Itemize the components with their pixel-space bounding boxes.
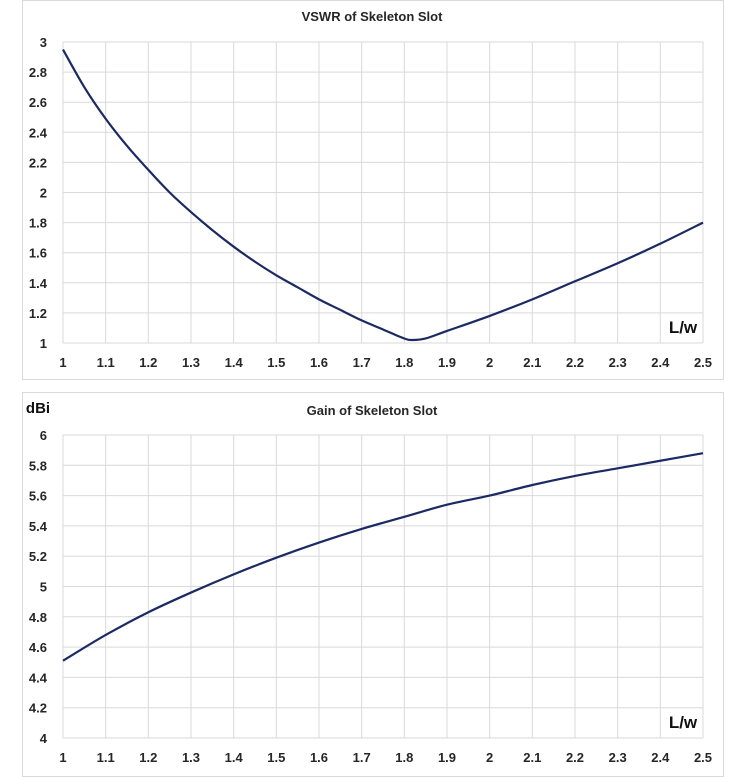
- vswr-x-tick-label: 2: [486, 355, 493, 370]
- gain-x-tick-label: 2.4: [651, 750, 670, 765]
- gain-x-tick-label: 1.4: [225, 750, 244, 765]
- vswr-y-tick-label: 3: [40, 35, 47, 50]
- gain-chart: Gain of Skeleton Slot dBi L/w 1 1.1 1.2 1.3…: [26, 400, 712, 765]
- vswr-x-tick-label: 2.4: [651, 355, 670, 370]
- vswr-x-tick-label: 1.9: [438, 355, 456, 370]
- vswr-y-tick-label: 1.4: [29, 276, 48, 291]
- vswr-x-axis-label: L/w: [669, 318, 698, 337]
- gain-x-tick-label: 2.3: [609, 750, 627, 765]
- vswr-x-tick-label: 1.3: [182, 355, 200, 370]
- vswr-y-tick-label: 1.6: [29, 246, 47, 261]
- gain-x-tick-label: 2.5: [694, 750, 712, 765]
- vswr-y-tick-label: 2.8: [29, 65, 47, 80]
- gain-x-tick-label: 1.2: [139, 750, 157, 765]
- vswr-chart-frame: [22, 0, 724, 380]
- gain-y-tick-label: 4.8: [29, 610, 47, 625]
- vswr-series-line: [62, 48, 704, 342]
- vswr-x-tick-label: 2.5: [694, 355, 712, 370]
- vswr-x-tick-label: 1: [59, 355, 66, 370]
- gain-chart-panel: Gain of Skeleton Slot dBi L/w 1 1.1 1.2 1.3…: [0, 392, 748, 777]
- vswr-x-tick-label: 2.1: [523, 355, 541, 370]
- gain-x-tick-label: 1.9: [438, 750, 456, 765]
- gain-y-tick-label: 5.2: [29, 549, 47, 564]
- gain-x-tick-label: 1.6: [310, 750, 328, 765]
- vswr-x-tick-label: 1.8: [395, 355, 413, 370]
- gain-y-tick-label: 4.4: [29, 670, 48, 685]
- gain-x-tick-label: 1.1: [97, 750, 115, 765]
- gain-y-axis-unit: dBi: [26, 400, 50, 417]
- gain-y-tick-label: 6: [40, 428, 47, 443]
- vswr-y-tick-label: 1.8: [29, 216, 47, 231]
- vswr-chart-panel: VSWR of Skeleton Slot L/w 1 1.1 1.2 1.3 1.4 1…: [0, 0, 748, 380]
- vswr-x-tick-label: 1.1: [97, 355, 115, 370]
- gain-x-tick-label: 1: [59, 750, 66, 765]
- gain-x-tick-label: 1.5: [267, 750, 285, 765]
- vswr-grid: [62, 41, 704, 344]
- vswr-x-tick-label: 1.5: [267, 355, 285, 370]
- gain-y-tick-label: 4.2: [29, 701, 47, 716]
- gain-y-tick-label: 5: [40, 580, 47, 595]
- gain-x-axis-label: L/w: [669, 713, 698, 732]
- vswr-y-tick-label: 2: [40, 186, 47, 201]
- gain-y-tick-label: 5.4: [29, 519, 48, 534]
- vswr-y-tick-label: 1.2: [29, 306, 47, 321]
- gain-grid: [62, 434, 704, 739]
- gain-y-tick-label: 4: [40, 731, 48, 746]
- vswr-x-tick-label: 2.3: [609, 355, 627, 370]
- gain-chart-title: Gain of Skeleton Slot: [307, 403, 438, 418]
- vswr-chart: VSWR of Skeleton Slot L/w 1 1.1 1.2 1.3 1.4 1…: [29, 9, 712, 370]
- gain-x-tick-label: 2.1: [523, 750, 541, 765]
- gain-y-tick-label: 5.6: [29, 489, 47, 504]
- vswr-y-tick-label: 2.4: [29, 125, 48, 140]
- vswr-x-tick-label: 1.6: [310, 355, 328, 370]
- vswr-y-tick-label: 2.2: [29, 155, 47, 170]
- vswr-y-tick-label: 2.6: [29, 95, 47, 110]
- gain-y-tick-label: 5.8: [29, 458, 47, 473]
- gain-y-tick-label: 4.6: [29, 640, 47, 655]
- vswr-chart-title: VSWR of Skeleton Slot: [302, 9, 444, 24]
- gain-x-tick-label: 2: [486, 750, 493, 765]
- gain-series-line: [62, 452, 704, 662]
- vswr-x-tick-label: 2.2: [566, 355, 584, 370]
- vswr-x-tick-label: 1.4: [225, 355, 244, 370]
- gain-x-tick-label: 1.7: [353, 750, 371, 765]
- gain-x-tick-label: 1.3: [182, 750, 200, 765]
- vswr-x-tick-label: 1.2: [139, 355, 157, 370]
- gain-x-tick-label: 2.2: [566, 750, 584, 765]
- vswr-y-tick-label: 1: [40, 336, 47, 351]
- vswr-x-tick-label: 1.7: [353, 355, 371, 370]
- gain-x-tick-label: 1.8: [395, 750, 413, 765]
